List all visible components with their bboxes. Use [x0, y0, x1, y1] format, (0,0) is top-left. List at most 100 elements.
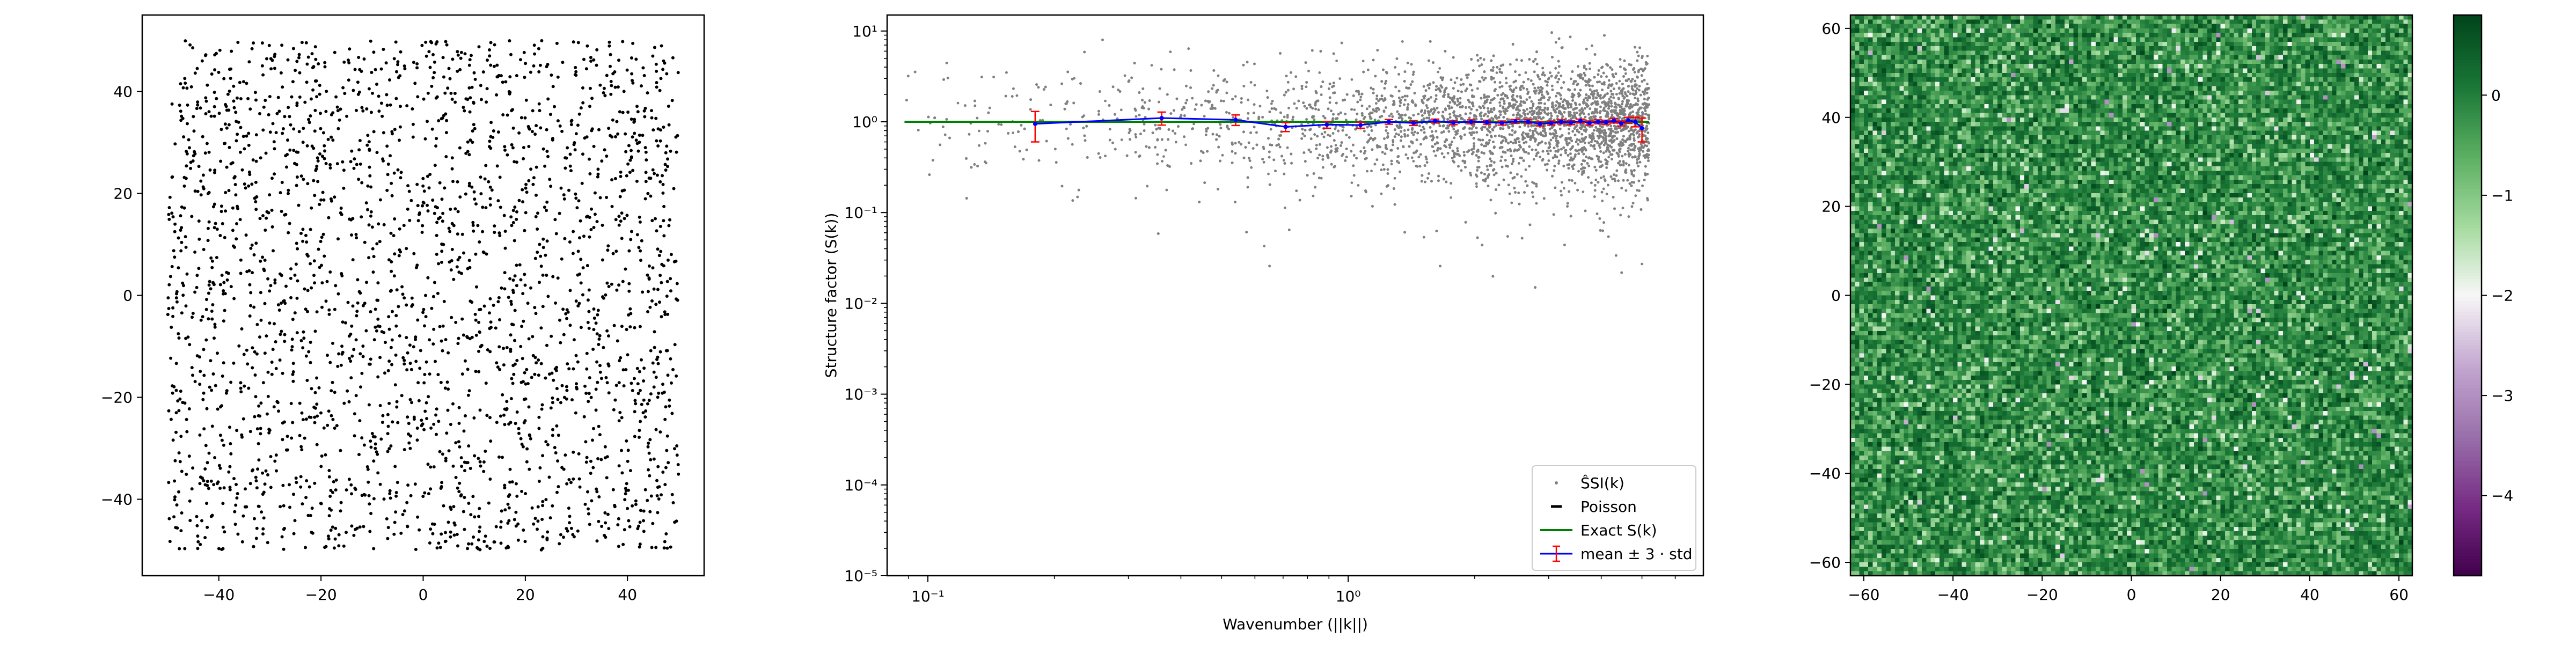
scatter-point	[463, 496, 466, 499]
scatter-point	[466, 150, 470, 153]
scatter-point	[477, 515, 480, 518]
scatter-point	[650, 299, 654, 303]
scatter-point	[175, 290, 179, 293]
scatter-point	[196, 100, 199, 104]
scatter-point	[559, 124, 562, 128]
scatter-point	[588, 523, 591, 526]
scatter-point	[433, 61, 436, 64]
scatter-point	[278, 309, 281, 312]
scatter-point	[425, 55, 428, 58]
scatter-point	[431, 128, 434, 131]
scatter-point	[221, 375, 224, 378]
scatter-point	[503, 214, 506, 217]
scatter-point	[493, 65, 496, 68]
scatter-point	[261, 214, 265, 217]
scatter-point	[183, 77, 186, 80]
scatter-point	[207, 239, 210, 242]
scatter-point	[300, 448, 303, 451]
scatter-point	[396, 60, 399, 63]
scatter-point	[253, 517, 256, 520]
scatter-point	[245, 135, 248, 138]
scatter-point	[533, 133, 537, 136]
scatter-point	[1362, 60, 1365, 62]
scatter-point	[664, 532, 668, 535]
scatter-point	[327, 409, 331, 413]
scatter-point	[564, 312, 567, 315]
scatter-point	[408, 447, 412, 450]
scatter-point	[179, 460, 182, 463]
scatter-point	[382, 331, 385, 334]
scatter-point	[349, 160, 353, 163]
scatter-point	[602, 91, 605, 94]
scatter-point	[314, 391, 317, 394]
scatter-point	[248, 283, 251, 287]
scatter-point	[340, 364, 343, 367]
scatter-point	[222, 281, 225, 284]
scatter-point	[251, 47, 254, 50]
scatter-point	[623, 217, 626, 220]
scatter-point	[219, 405, 222, 408]
scatter-point	[259, 401, 262, 405]
scatter-point	[626, 111, 630, 114]
scatter-point	[1475, 185, 1478, 188]
scatter-point	[565, 389, 568, 392]
scatter-point	[522, 380, 525, 383]
scatter-point	[460, 318, 464, 321]
scatter-point	[642, 366, 646, 370]
scatter-point	[341, 160, 344, 164]
scatter-point	[569, 324, 572, 327]
scatter-point	[275, 131, 278, 134]
scatter-point	[652, 266, 655, 269]
scatter-point	[331, 525, 334, 528]
scatter-point	[538, 466, 541, 469]
scatter-point	[662, 183, 665, 186]
scatter-point	[262, 516, 266, 519]
scatter-point	[396, 288, 399, 291]
scatter-point	[642, 379, 645, 383]
scatter-point	[332, 480, 335, 483]
scatter-point	[504, 546, 508, 549]
scatter-point	[360, 436, 363, 439]
scatter-point	[229, 452, 232, 456]
scatter-point	[596, 457, 599, 460]
scatter-point	[184, 337, 187, 340]
scatter-point	[601, 295, 604, 298]
scatter-point	[372, 547, 375, 550]
scatter-point	[167, 218, 171, 221]
scatter-point	[428, 173, 431, 176]
scatter-point	[365, 144, 369, 147]
scatter-point	[574, 193, 577, 196]
scatter-point	[271, 225, 274, 229]
scatter-point	[452, 278, 455, 281]
scatter-point	[414, 335, 417, 339]
scatter-point	[166, 296, 170, 299]
scatter-point	[466, 98, 469, 101]
scatter-point	[646, 274, 649, 277]
scatter-point	[585, 67, 588, 70]
scatter-point	[413, 82, 416, 85]
scatter-point	[458, 406, 461, 409]
scatter-point	[504, 80, 507, 84]
scatter-point	[317, 248, 320, 251]
scatter-point	[625, 439, 628, 443]
scatter-point	[470, 54, 473, 57]
scatter-point	[311, 506, 314, 510]
scatter-point	[423, 373, 426, 376]
scatter-point	[239, 381, 243, 384]
scatter-point	[652, 168, 655, 172]
scatter-point	[474, 253, 477, 256]
scatter-point	[677, 473, 680, 476]
scatter-point	[369, 446, 372, 449]
scatter-point	[405, 336, 408, 339]
scatter-point	[661, 68, 664, 71]
scatter-point	[507, 503, 510, 506]
scatter-point	[394, 314, 398, 317]
scatter-point	[497, 130, 500, 134]
scatter-point	[210, 115, 213, 118]
scatter-point	[513, 239, 516, 243]
scatter-point	[379, 483, 382, 486]
scatter-point	[535, 124, 538, 127]
scatter-point	[595, 361, 598, 364]
scatter-point	[247, 269, 251, 273]
scatter-point	[314, 407, 317, 410]
